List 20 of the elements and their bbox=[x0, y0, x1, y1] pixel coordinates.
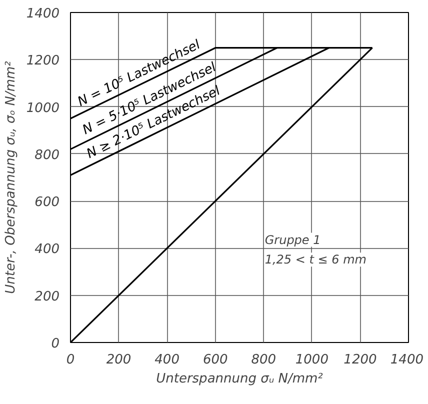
y-axis-title: Unter-, Oberspannung σᵤ, σₒ N/mm² bbox=[3, 61, 18, 294]
x-tick-label: 800 bbox=[251, 352, 276, 368]
x-tick-label: 600 bbox=[202, 352, 228, 368]
annotation: 1,25 < t ≤ 6 mm bbox=[264, 252, 366, 267]
y-tick-label: 200 bbox=[34, 289, 60, 304]
y-tick-label: 0 bbox=[51, 336, 60, 352]
x-tick-label: 1400 bbox=[390, 352, 424, 368]
y-tick-label: 800 bbox=[34, 148, 60, 163]
x-tick-label: 400 bbox=[154, 352, 180, 368]
x-tick-label: 1000 bbox=[295, 352, 328, 368]
y-tick-label: 600 bbox=[34, 195, 60, 210]
x-tick-label: 200 bbox=[106, 352, 132, 368]
y-tick-label: 1000 bbox=[26, 100, 60, 116]
y-tick-label: 400 bbox=[34, 242, 60, 258]
x-tick-label: 1200 bbox=[344, 352, 377, 368]
annotation: Gruppe 1 bbox=[264, 232, 321, 247]
x-tick-label: 0 bbox=[66, 352, 75, 368]
y-tick-label: 1400 bbox=[26, 6, 60, 22]
y-tick-label: 1200 bbox=[26, 54, 60, 69]
x-axis-title: Unterspannung σᵤ N/mm² bbox=[156, 372, 323, 386]
